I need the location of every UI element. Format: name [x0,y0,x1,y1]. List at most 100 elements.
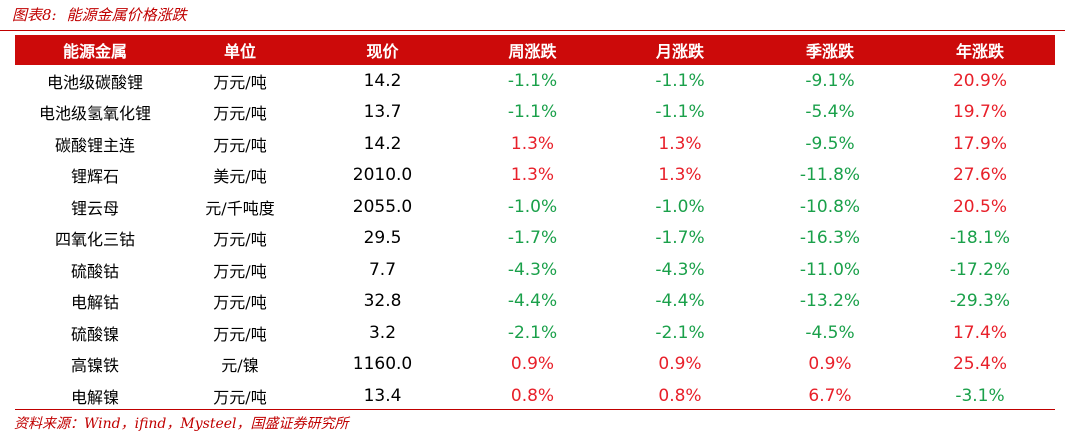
price-table: 能源金属 单位 现价 周涨跌 月涨跌 季涨跌 年涨跌 电池级碳酸锂 万元/吨 14.2 -1.1%… [15,35,1055,412]
header-cell: 能源金属 [62,42,127,61]
table-cell: 万元/吨 [213,293,267,313]
table-cell: -16.3% [799,228,861,249]
table-row: 电池级氢氧化锂 万元/吨 13.7 -1.1% -1.1% -5.4% 19.7% [15,97,1055,129]
table-cell: 19.7% [952,102,1007,123]
table-row: 硫酸钴 万元/吨 7.7 -4.3% -4.3% -11.0% -17.2% [15,254,1055,286]
caption-rule [0,30,1065,31]
header-cell: 月涨跌 [655,42,704,61]
table-cell: -17.2% [949,259,1011,280]
table-cell: -18.1% [949,228,1011,249]
table-body: 电池级碳酸锂 万元/吨 14.2 -1.1% -1.1% -9.1% 20.9% 电池级氢氧化… [15,65,1055,412]
table-cell: 美元/吨 [213,167,267,187]
table-cell: 万元/吨 [213,230,267,250]
table-cell: 32.8 [363,291,402,312]
table-cell: -1.0% [655,196,705,217]
table-cell: 碳酸锂主连 [54,135,135,155]
table-cell: 17.9% [952,133,1007,154]
table-cell: -9.5% [805,133,855,154]
caption-title: 能源金属价格涨跌 [66,6,187,24]
table-cell: 14.2 [363,133,402,154]
table-cell: 20.5% [952,196,1007,217]
table-cell: -13.2% [799,291,861,312]
table-cell: 1.3% [510,165,555,186]
table-cell: 万元/吨 [213,387,267,407]
table-cell: 1160.0 [352,354,413,375]
table-cell: 电池级氢氧化锂 [38,104,151,124]
table-cell: -29.3% [949,291,1011,312]
table-cell: 0.8% [510,385,555,406]
table-row: 碳酸锂主连 万元/吨 14.2 1.3% 1.3% -9.5% 17.9% [15,128,1055,160]
header-cell: 单位 [223,42,256,61]
table-cell: 13.4 [363,385,402,406]
table-row: 四氧化三钴 万元/吨 29.5 -1.7% -1.7% -16.3% -18.1% [15,223,1055,255]
table-row: 锂辉石 美元/吨 2010.0 1.3% 1.3% -11.8% 27.6% [15,160,1055,192]
table-cell: 2055.0 [352,196,413,217]
table-cell: 17.4% [952,322,1007,343]
header-cell: 年涨跌 [955,42,1004,61]
table-cell: -5.4% [805,102,855,123]
table-cell: -4.3% [507,259,558,280]
table-cell: 2010.0 [352,165,413,186]
table-cell: 25.4% [952,354,1007,375]
table-cell: 硫酸钴 [70,261,119,281]
caption-label: 图表8: [12,6,57,24]
table-cell: 1.3% [510,133,555,154]
table-cell: 高镍铁 [70,356,119,376]
table-cell: -1.7% [507,228,558,249]
table-cell: -4.5% [805,322,855,343]
table-cell: -10.8% [799,196,861,217]
header-cell: 现价 [366,42,399,61]
header-row: 能源金属 单位 现价 周涨跌 月涨跌 季涨跌 年涨跌 [15,35,1055,65]
table-cell: 电解钴 [70,293,119,313]
table-cell: 27.6% [952,165,1007,186]
table-cell: 13.7 [363,102,402,123]
table-row: 电池级碳酸锂 万元/吨 14.2 -1.1% -1.1% -9.1% 20.9% [15,65,1055,97]
table-cell: -9.1% [805,70,855,91]
caption: 图表8: 能源金属价格涨跌 [12,4,187,25]
table-cell: -4.4% [655,291,705,312]
table-row: 电解钴 万元/吨 32.8 -4.4% -4.4% -13.2% -29.3% [15,286,1055,318]
table-cell: 14.2 [363,70,402,91]
table-cell: 29.5 [363,228,402,249]
table-cell: -1.1% [507,102,558,123]
source-note: 资料来源：Wind，ifind，Mysteel，国盛证券研究所 [14,416,349,432]
table-row: 电解镍 万元/吨 13.4 0.8% 0.8% 6.7% -3.1% [15,380,1055,412]
table-cell: 万元/吨 [213,261,267,281]
table-cell: -1.0% [507,196,558,217]
table-cell: -4.3% [655,259,705,280]
table-cell: 0.9% [510,354,555,375]
table-cell: 20.9% [952,70,1007,91]
header-cell: 季涨跌 [805,42,854,61]
table-cell: 四氧化三钴 [54,230,135,250]
header-cell: 周涨跌 [508,42,557,61]
table-cell: 锂云母 [70,198,119,218]
table-cell: 3.2 [368,322,397,343]
table-row: 锂云母 元/千吨度 2055.0 -1.0% -1.0% -10.8% 20.5% [15,191,1055,223]
table-cell: -1.1% [655,102,705,123]
table-cell: 元/镍 [221,356,259,376]
table-cell: 万元/吨 [213,72,267,92]
table-cell: -1.1% [507,70,558,91]
table-cell: 电池级碳酸锂 [46,72,143,92]
table-row: 高镍铁 元/镍 1160.0 0.9% 0.9% 0.9% 25.4% [15,349,1055,381]
source-rule [15,409,1055,410]
table-cell: 0.9% [808,354,852,375]
table-cell: 电解镍 [70,387,119,407]
table-cell: 万元/吨 [213,135,267,155]
table-cell: 万元/吨 [213,104,267,124]
table-cell: -4.4% [507,291,558,312]
table-cell: 1.3% [658,133,702,154]
table-cell: 锂辉石 [70,167,119,187]
table-cell: 6.7% [808,385,852,406]
table-cell: 硫酸镍 [70,324,119,344]
table-cell: 0.8% [658,385,702,406]
table-cell: 万元/吨 [213,324,267,344]
table-cell: 1.3% [658,165,702,186]
table-cell: -2.1% [655,322,705,343]
table-cell: -3.1% [955,385,1005,406]
table-cell: -2.1% [507,322,558,343]
table-cell: 7.7 [368,259,397,280]
table-cell: -11.0% [799,259,861,280]
table-cell: 元/千吨度 [205,198,275,218]
